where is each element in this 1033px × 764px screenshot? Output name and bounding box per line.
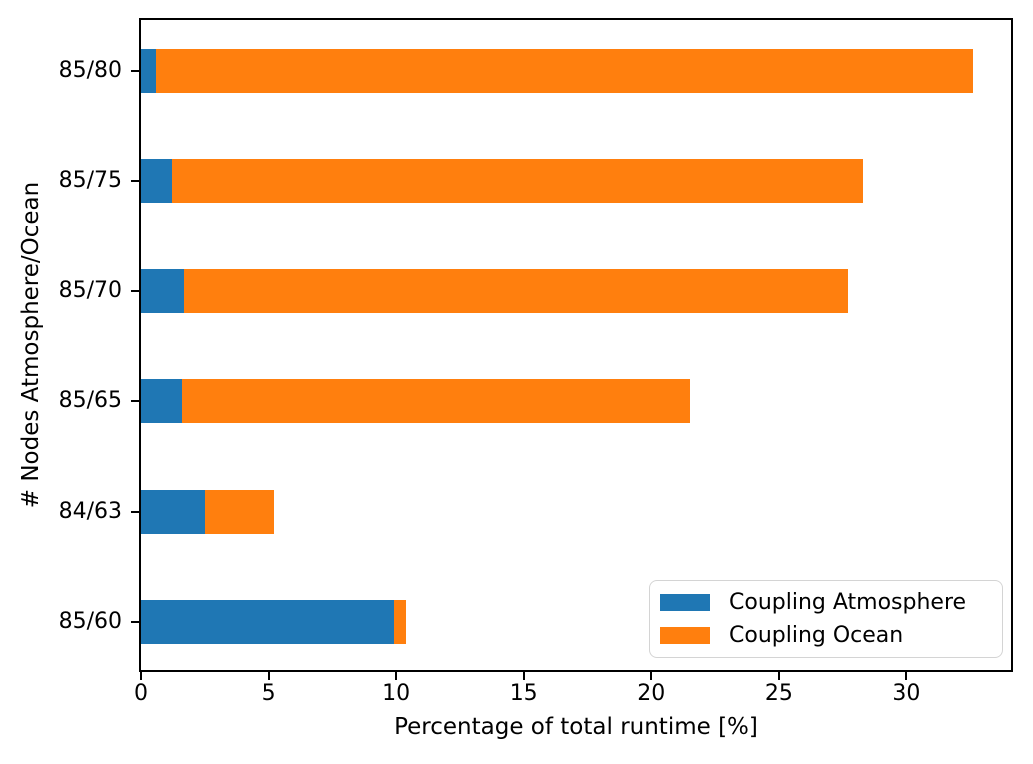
legend-entry-ocean: Coupling Ocean [660,623,1002,649]
bar-segment-coupling-atmosphere-85-65 [141,379,182,424]
x-tick-label: 30 [892,681,921,706]
x-tick-label: 15 [509,681,538,706]
y-axis-label: # Nodes Atmosphere/Ocean [18,181,44,509]
y-tick [131,179,139,182]
x-tick-label: 20 [637,681,666,706]
bar-segment-coupling-ocean-85-65 [181,379,690,424]
legend-label-ocean: Coupling Ocean [729,622,904,648]
x-tick-label: 0 [134,681,148,706]
x-tick [522,672,525,680]
y-tick-label: 85/80 [58,57,122,83]
y-tick-label: 85/75 [58,167,122,193]
y-tick [131,400,139,403]
x-axis-label: Percentage of total runtime [%] [394,714,758,740]
y-tick [131,69,139,72]
x-tick [905,672,908,680]
bar-segment-coupling-ocean-85-70 [184,269,848,314]
bar-segment-coupling-ocean-85-75 [171,158,864,203]
x-tick [267,672,270,680]
bar-segment-coupling-atmosphere-85-70 [141,269,185,314]
y-tick-label: 85/65 [58,388,122,414]
legend: Coupling Atmosphere Coupling Ocean [649,580,1003,658]
x-tick-label: 5 [261,681,276,706]
legend-label-atmosphere: Coupling Atmosphere [729,589,967,615]
y-tick-label: 85/60 [58,609,122,634]
x-tick [650,672,653,680]
x-tick-label: 25 [764,681,793,706]
x-tick-label: 10 [382,681,411,706]
y-tick-label: 85/70 [58,278,122,304]
bar-segment-coupling-ocean-84-63 [204,489,274,534]
y-tick [131,290,139,293]
bar-segment-coupling-ocean-85-60 [393,600,407,644]
x-tick [395,672,398,680]
legend-swatch-ocean-icon [660,627,710,644]
bar-segment-coupling-ocean-85-80 [156,48,973,93]
legend-swatch-atmosphere-icon [660,594,710,611]
bar-segment-coupling-atmosphere-85-60 [141,600,394,644]
x-tick [140,672,142,680]
plot-area [139,18,1013,672]
bar-segment-coupling-atmosphere-85-80 [141,48,157,93]
legend-entry-atmosphere: Coupling Atmosphere [660,590,1002,616]
y-tick [131,510,139,513]
x-tick [777,672,780,680]
bar-segment-coupling-atmosphere-85-75 [141,158,172,203]
y-tick [131,621,139,623]
y-tick-label: 84/63 [58,498,122,524]
bar-segment-coupling-atmosphere-84-63 [141,489,205,534]
